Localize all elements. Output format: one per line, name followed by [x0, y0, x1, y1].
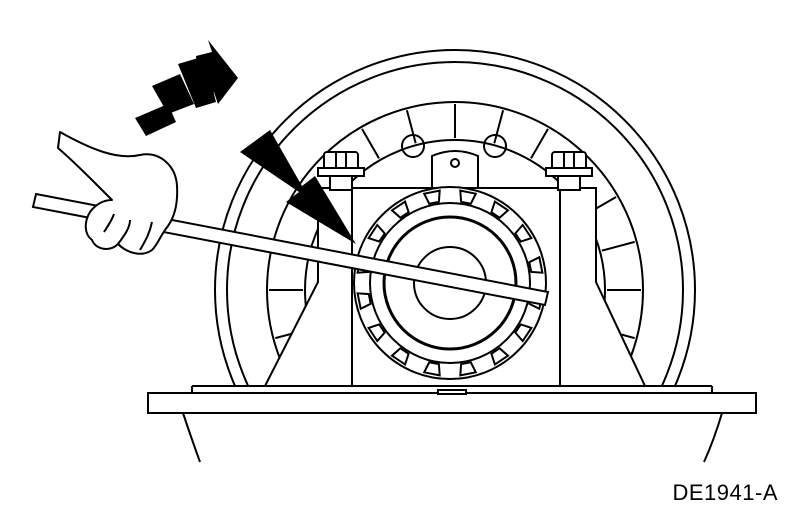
disc-vent-ring-inner: [304, 139, 606, 386]
bolt-hole: [401, 134, 425, 158]
cage-slot: [490, 347, 510, 366]
vent-spoke: [405, 110, 417, 144]
vent-spoke: [407, 437, 416, 470]
figure-code: DE1941-A: [672, 480, 778, 505]
disc-inner-rim: [226, 61, 684, 386]
cage-slot: [390, 200, 410, 219]
cage-slot: [459, 361, 478, 377]
cage-slot: [459, 189, 478, 205]
hand-finger-lines: [103, 213, 153, 251]
hand-outline: [57, 131, 179, 255]
vent-spoke: [362, 422, 379, 452]
right-bolt: [545, 151, 593, 191]
cage-slot: [367, 223, 386, 243]
fixture-bolts: [317, 151, 593, 191]
force-arrow-icon: [240, 130, 356, 244]
cage-slot: [367, 323, 386, 343]
vent-spoke: [530, 128, 549, 159]
cage-slot: [422, 189, 441, 205]
bolt-hole: [483, 134, 507, 158]
base-center-notch: [437, 389, 467, 395]
disc-outer-rim: [214, 49, 696, 386]
disc-vent-ring-outer: [266, 101, 644, 386]
cage-slot: [356, 292, 372, 311]
cage-slot: [422, 361, 441, 377]
base-plate: [147, 392, 757, 414]
cage-slot: [528, 255, 544, 274]
vent-spoke: [361, 128, 380, 159]
cage-slot: [390, 347, 410, 366]
cage-slot: [490, 200, 510, 219]
vent-spoke: [531, 422, 548, 452]
vent-spoke: [493, 110, 505, 144]
fixture-right-leg: [559, 187, 647, 387]
vent-spoke: [601, 240, 635, 252]
boss-pin-hole: [450, 158, 460, 168]
hand: [57, 131, 179, 255]
cage-slot: [514, 323, 533, 343]
cage-slot: [514, 223, 533, 243]
stand-left-leg: [182, 412, 201, 463]
motion-dash-1: [135, 104, 176, 136]
fixture-top-boss: [431, 150, 479, 189]
disc-bolt-holes: [401, 134, 507, 158]
left-bolt: [317, 151, 365, 191]
action-arrows: [135, 40, 356, 244]
base-stand: [147, 385, 757, 463]
vent-spoke: [494, 437, 503, 470]
motion-arrow-icon: [196, 40, 238, 104]
stand-right-leg: [703, 412, 723, 463]
motion-dash-2: [152, 74, 194, 114]
